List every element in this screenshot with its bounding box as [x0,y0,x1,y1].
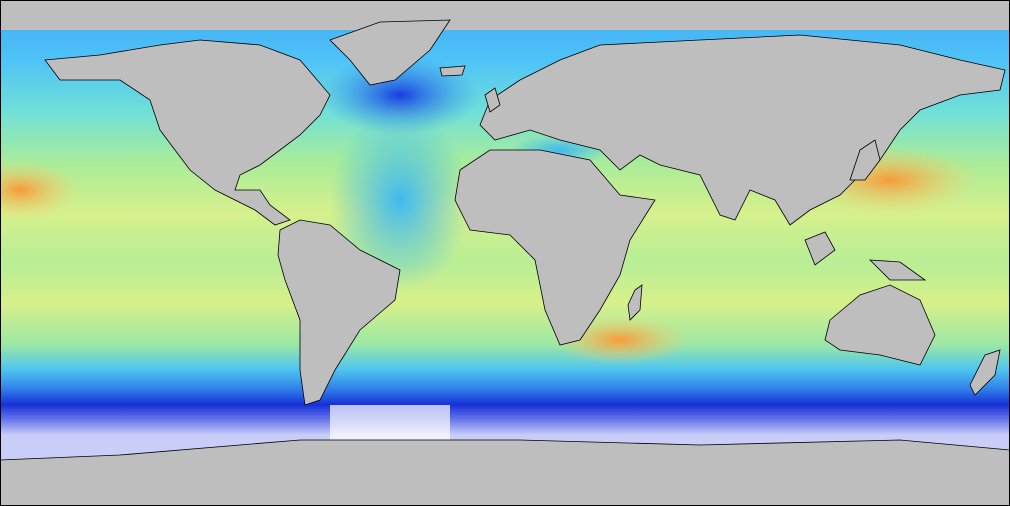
south-america [277,219,401,406]
arctic [0,0,1010,30]
australia [824,284,936,366]
warm-anomaly [0,160,80,220]
cool-region [330,110,470,290]
greenland [329,19,451,86]
africa [454,149,656,346]
iceland [439,65,466,77]
new-guinea [868,259,927,281]
japan [849,139,881,181]
new-zealand [969,349,1001,396]
eurasia [479,34,1006,226]
uk [484,87,501,113]
north-america [44,39,331,226]
borneo [804,231,836,266]
madagascar [627,284,643,321]
cold-anomaly [320,55,480,135]
sea-ice [330,405,450,440]
antarctica [0,439,1010,506]
